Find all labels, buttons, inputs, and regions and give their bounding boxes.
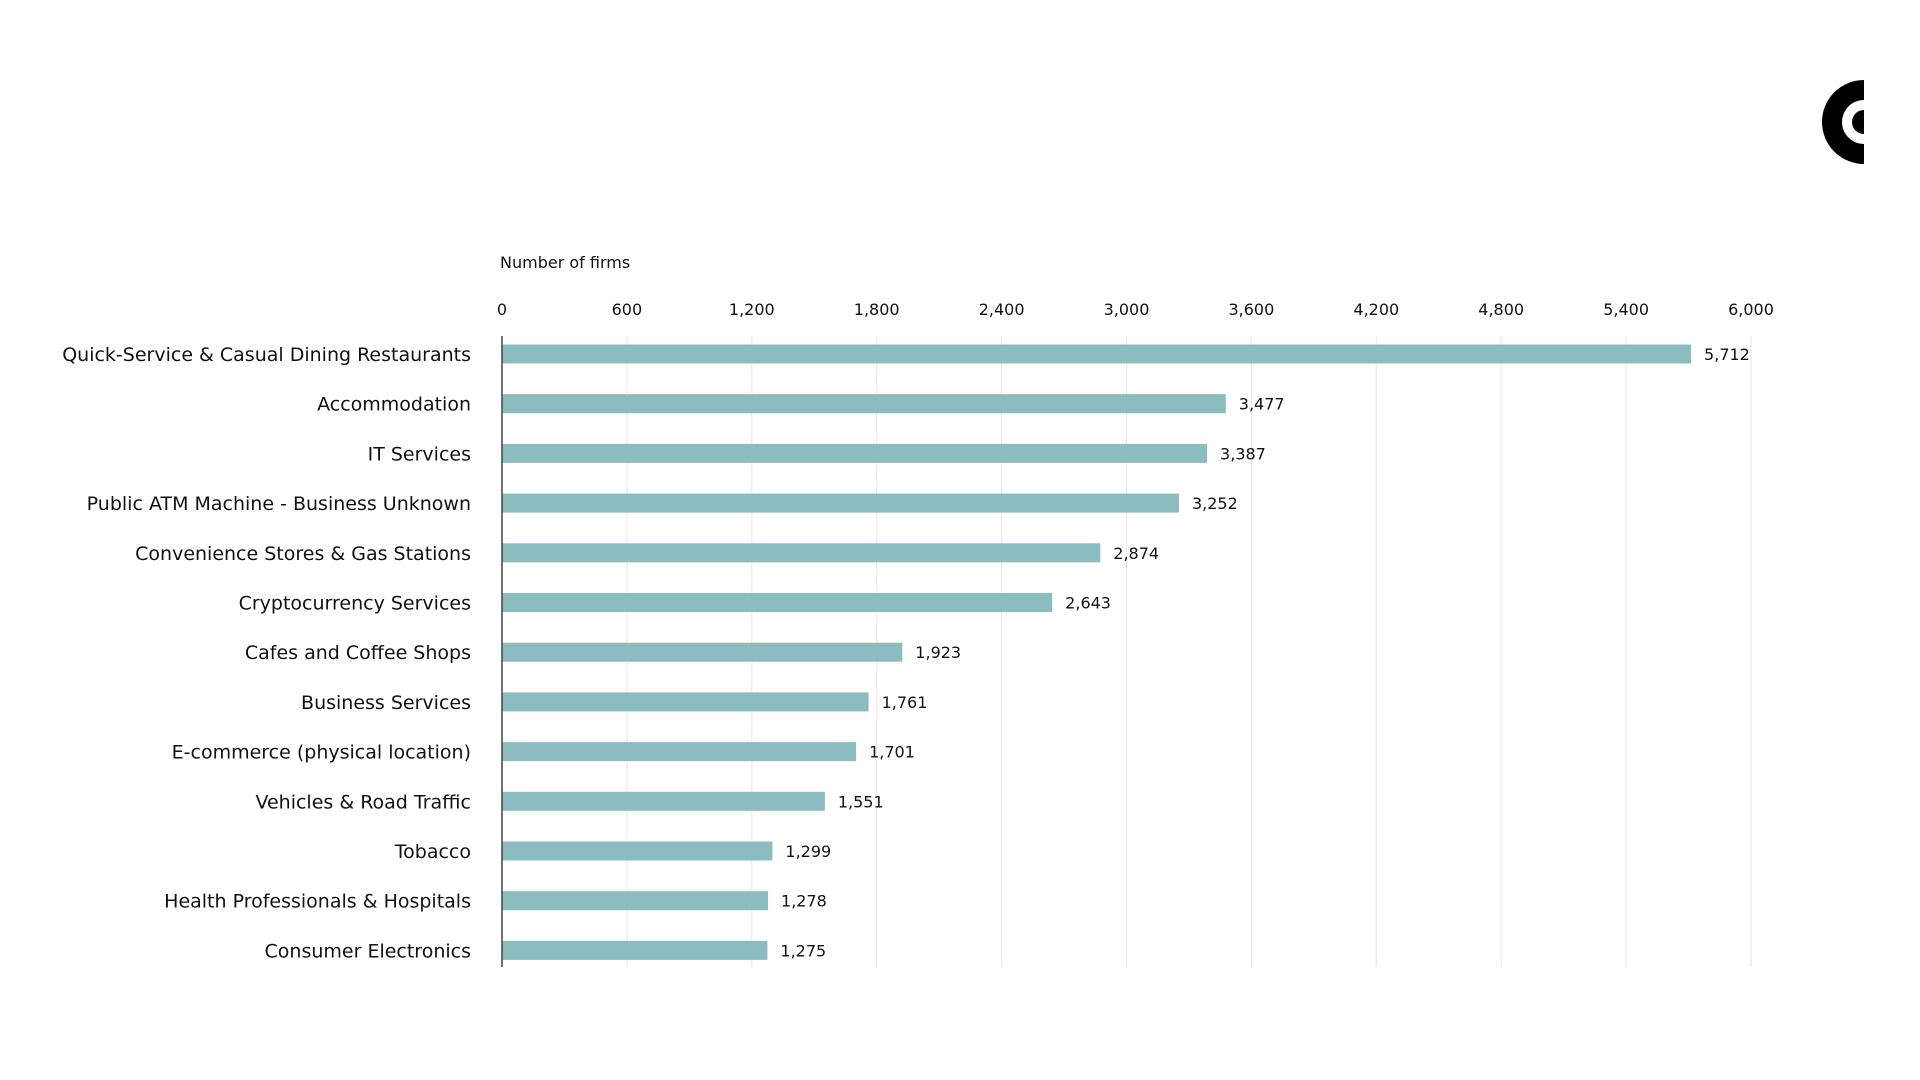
- category-label: Convenience Stores & Gas Stations: [135, 543, 471, 565]
- value-labels: 5,712 3,477 3,387 3,252 2,874 2,643 1,923 1,761…: [780, 345, 1749, 960]
- x-tick-label: 1,200: [729, 300, 775, 319]
- bar: [502, 543, 1101, 563]
- category-label: Vehicles & Road Traffic: [255, 791, 471, 813]
- bar: [502, 593, 1053, 612]
- x-tick-label: 4,800: [1478, 300, 1524, 319]
- x-tick-label: 1,800: [854, 300, 900, 319]
- x-tick-label: 0: [497, 300, 507, 319]
- bars: [502, 344, 1692, 960]
- bar: [502, 742, 857, 762]
- value-label: 1,278: [781, 892, 827, 911]
- value-label: 5,712: [1704, 345, 1750, 364]
- category-label: E-commerce (physical location): [172, 742, 471, 764]
- category-label: Health Professionals & Hospitals: [164, 891, 471, 913]
- value-label: 1,551: [838, 792, 884, 811]
- category-labels: Quick-Service & Casual Dining Restaurant…: [62, 344, 471, 962]
- bar: [502, 940, 768, 960]
- category-label: Quick-Service & Casual Dining Restaurant…: [62, 344, 471, 366]
- value-label: 1,299: [785, 842, 831, 861]
- bar: [502, 493, 1179, 513]
- category-label: Tobacco: [394, 841, 471, 863]
- category-label: Public ATM Machine - Business Unknown: [87, 493, 471, 515]
- value-label: 1,923: [915, 643, 961, 662]
- category-label: IT Services: [368, 443, 471, 465]
- brand-logo-icon: [1822, 80, 1864, 164]
- x-tick-label: 3,000: [1104, 300, 1150, 319]
- bar: [502, 891, 769, 911]
- category-label: Cafes and Coffee Shops: [245, 642, 471, 664]
- value-label: 1,701: [869, 743, 915, 762]
- bar: [502, 394, 1226, 414]
- x-axis-ticks: 0 600 1,200 1,800 2,400 3,000 3,600 4,200 4,800 5…: [497, 300, 1774, 319]
- value-label: 2,643: [1065, 594, 1111, 613]
- x-tick-label: 4,200: [1353, 300, 1399, 319]
- category-label: Consumer Electronics: [265, 940, 471, 962]
- x-axis-title: Number of firms: [500, 253, 630, 272]
- bar: [502, 642, 903, 662]
- bar: [502, 344, 1692, 364]
- value-label: 1,275: [780, 941, 826, 960]
- bar: [502, 841, 773, 861]
- gridlines: [626, 336, 1752, 967]
- x-tick-label: 3,600: [1228, 300, 1274, 319]
- bar: [502, 692, 869, 712]
- x-tick-label: 6,000: [1728, 300, 1774, 319]
- category-label: Business Services: [301, 692, 471, 714]
- value-label: 3,477: [1239, 395, 1285, 414]
- value-label: 3,387: [1220, 444, 1266, 463]
- bar: [502, 443, 1208, 463]
- value-label: 2,874: [1113, 544, 1159, 563]
- x-tick-label: 600: [612, 300, 643, 319]
- bar: [502, 791, 825, 811]
- x-tick-label: 2,400: [979, 300, 1025, 319]
- category-label: Cryptocurrency Services: [239, 593, 471, 615]
- value-label: 3,252: [1192, 494, 1238, 513]
- category-label: Accommodation: [317, 394, 471, 416]
- x-tick-label: 5,400: [1603, 300, 1649, 319]
- value-label: 1,761: [882, 693, 928, 712]
